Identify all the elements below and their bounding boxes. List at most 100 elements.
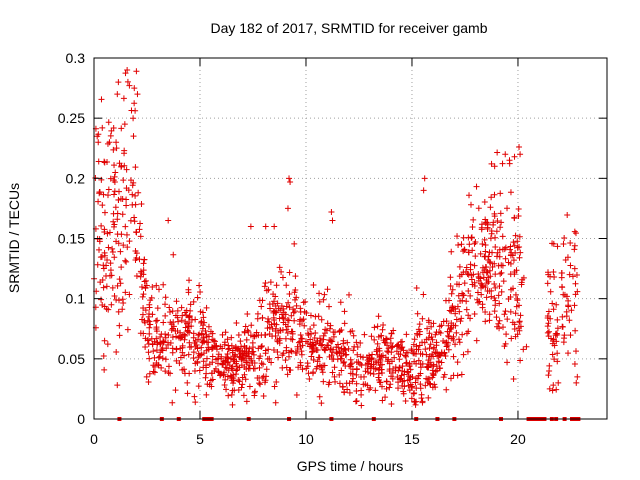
data-point (240, 392, 247, 399)
data-point (496, 253, 503, 260)
data-point (368, 361, 375, 368)
data-point (565, 302, 572, 309)
data-point (472, 253, 479, 260)
data-point (452, 322, 459, 329)
data-point (178, 317, 185, 324)
data-point (320, 336, 327, 343)
data-point (505, 295, 512, 302)
data-point (274, 300, 281, 307)
data-point (126, 82, 133, 89)
x-tick-label: 15 (404, 431, 420, 447)
data-point (235, 332, 242, 339)
data-point (420, 291, 427, 298)
data-point (398, 344, 405, 351)
data-point (121, 121, 128, 128)
data-point (299, 317, 306, 324)
data-point (480, 274, 487, 281)
data-point (307, 326, 314, 333)
data-point (115, 308, 122, 315)
data-point (302, 298, 309, 305)
data-point (113, 145, 120, 152)
y-tick-label: 0.25 (58, 110, 85, 126)
data-point (99, 202, 106, 209)
data-point (479, 301, 486, 308)
y-tick-label: 0 (77, 411, 85, 427)
data-point (414, 331, 421, 338)
data-point (475, 205, 482, 212)
data-point (318, 316, 325, 323)
data-point (511, 242, 518, 249)
data-point (478, 284, 485, 291)
data-point (218, 355, 225, 362)
data-point (423, 375, 430, 382)
data-point (499, 262, 506, 269)
data-point (196, 331, 203, 338)
data-point (491, 191, 498, 198)
data-point (515, 325, 522, 332)
data-point (341, 359, 348, 366)
data-point (427, 381, 434, 388)
x-axis-label: GPS time / hours (297, 458, 404, 474)
data-point (126, 291, 133, 298)
data-point (113, 348, 120, 355)
data-point (403, 331, 410, 338)
data-point (233, 319, 240, 326)
data-point (321, 362, 328, 369)
data-point (116, 322, 123, 329)
data-point (517, 151, 524, 158)
data-point (354, 351, 361, 358)
data-point (243, 398, 250, 405)
data-point (104, 230, 111, 237)
data-point (412, 401, 419, 408)
data-point (187, 307, 194, 314)
data-point (146, 330, 153, 337)
data-point (353, 380, 360, 387)
data-point (488, 230, 495, 237)
data-point (350, 332, 357, 339)
data-point (358, 391, 365, 398)
data-point (142, 307, 149, 314)
chart-title: Day 182 of 2017, SRMTID for receiver gam… (210, 20, 487, 36)
data-point (553, 386, 560, 393)
data-point (114, 282, 121, 289)
data-point (260, 392, 267, 399)
data-point (402, 352, 409, 359)
data-point (379, 383, 386, 390)
data-point (494, 149, 501, 156)
data-point (203, 355, 210, 362)
data-point (99, 124, 106, 131)
data-point (417, 370, 424, 377)
data-point (203, 370, 210, 377)
y-tick-label: 0.1 (66, 291, 86, 307)
data-point (282, 335, 289, 342)
data-point (288, 348, 295, 355)
data-point (274, 349, 281, 356)
data-point (554, 331, 561, 338)
data-point (429, 374, 436, 381)
data-point (224, 373, 231, 380)
data-point (113, 296, 120, 303)
data-point (95, 158, 102, 165)
data-point (465, 271, 472, 278)
data-point (283, 282, 290, 289)
data-point (516, 233, 523, 240)
data-point (436, 365, 443, 372)
data-point (512, 310, 519, 317)
data-point (496, 283, 503, 290)
data-point (405, 369, 412, 376)
data-point (151, 354, 158, 361)
data-point (357, 340, 364, 347)
data-point (215, 368, 222, 375)
data-point (160, 319, 167, 326)
data-point (383, 378, 390, 385)
data-point (465, 287, 472, 294)
data-point (243, 365, 250, 372)
data-point (145, 379, 152, 386)
data-point (369, 351, 376, 358)
data-point (270, 346, 277, 353)
data-point (482, 318, 489, 325)
data-point (374, 340, 381, 347)
data-point (224, 336, 231, 343)
data-point (209, 353, 216, 360)
data-point (397, 346, 404, 353)
